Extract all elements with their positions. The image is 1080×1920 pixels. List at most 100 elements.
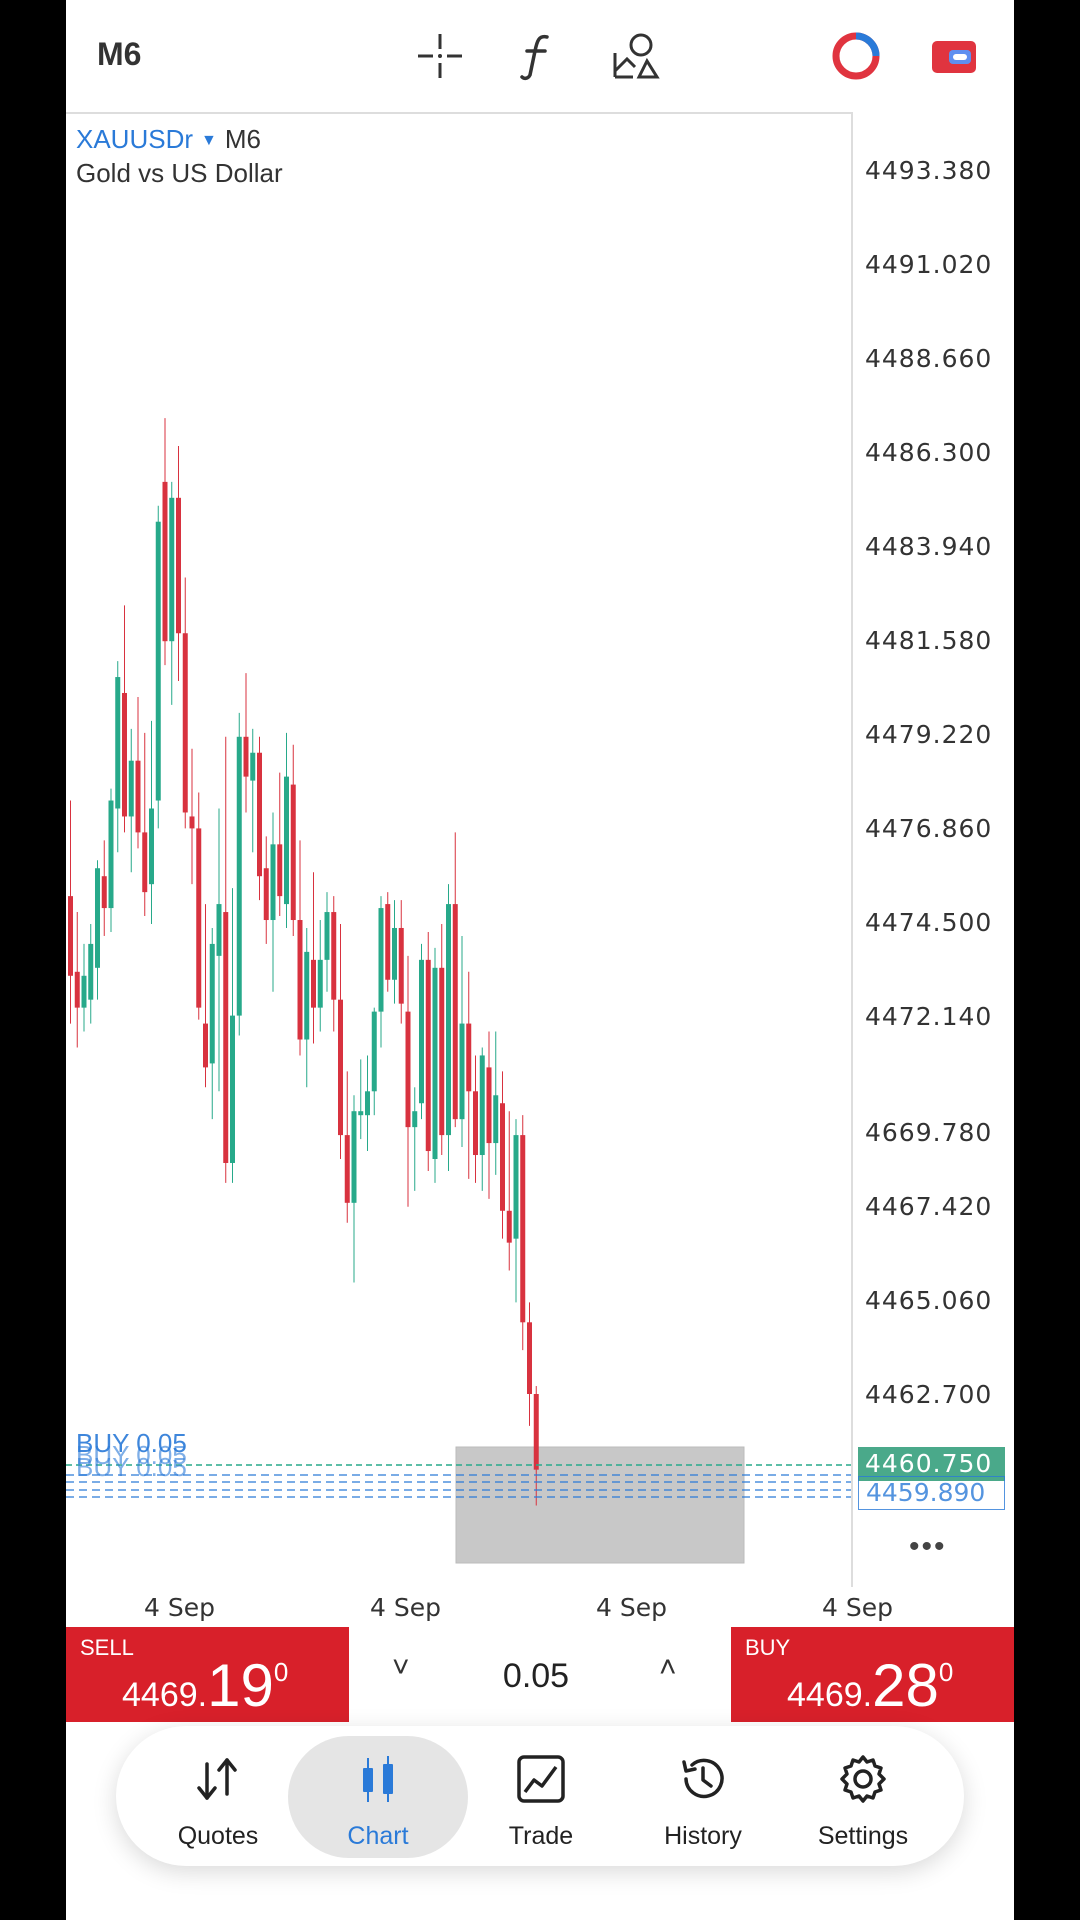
history-icon xyxy=(682,1758,724,1799)
tab-label: History xyxy=(664,1822,742,1850)
more-options-icon[interactable]: ••• xyxy=(909,1530,947,1563)
candle-body xyxy=(520,1135,526,1323)
tab-chart[interactable]: Chart xyxy=(298,1726,458,1866)
candle-body xyxy=(297,920,303,1040)
candle-body xyxy=(142,832,148,893)
candle-body xyxy=(385,904,391,980)
price-axis-label: 4465.060 xyxy=(865,1286,993,1315)
candle-body xyxy=(270,844,276,921)
candle-body xyxy=(189,816,195,829)
crosshair-icon[interactable] xyxy=(414,30,466,82)
candle-body xyxy=(263,868,269,921)
candle-body xyxy=(513,1135,519,1239)
timeframe-selector[interactable]: M6 xyxy=(97,36,142,72)
candle-body xyxy=(101,876,107,909)
buy-button[interactable]: BUY 4469.280 xyxy=(731,1627,1014,1722)
candle-body xyxy=(317,959,323,1008)
price-axis-label: 4669.780 xyxy=(865,1118,993,1147)
app-screen: M6 xyxy=(66,0,1014,1920)
price-chart[interactable]: BUY 0.05 BUY 0.05 BUY 0.05 XAUUSDr ▼ M6 Gold… xyxy=(66,112,853,1587)
candle-body xyxy=(479,1055,485,1156)
candle-body xyxy=(533,1394,539,1470)
candle-body xyxy=(338,999,343,1136)
order-label[interactable]: BUY 0.05 xyxy=(76,1428,187,1458)
price-axis-label: 4493.380 xyxy=(865,156,993,185)
candle-body xyxy=(149,808,154,885)
tab-label: Trade xyxy=(508,1822,574,1850)
candle-body xyxy=(452,904,458,1120)
tab-trade[interactable]: Trade xyxy=(461,1726,621,1866)
candle-body xyxy=(88,943,94,1000)
buy-price: 4469.280 xyxy=(787,1652,954,1719)
price-axis[interactable]: 4493.380 4491.020 4488.660 4486.300 4483.940… xyxy=(853,112,1014,1587)
candle-body xyxy=(196,828,202,1008)
volume-decrease-button[interactable]: ˅ xyxy=(392,1651,410,1684)
selection-box[interactable] xyxy=(455,1446,745,1564)
candle-body xyxy=(128,760,134,817)
candle-body xyxy=(162,481,168,642)
candle-body xyxy=(500,1103,505,1211)
candle-body xyxy=(216,904,222,956)
price-axis-label: 4491.020 xyxy=(865,250,993,279)
top-toolbar: M6 xyxy=(66,0,1014,112)
time-axis: 4 Sep 4 Sep 4 Sep 4 Sep xyxy=(66,1587,1014,1627)
candle-body xyxy=(257,752,262,877)
price-axis-label: 4479.220 xyxy=(865,720,993,749)
price-axis-label: 4486.300 xyxy=(865,438,993,467)
candle-body xyxy=(365,1091,370,1116)
candle-body xyxy=(331,912,337,1000)
candle-body xyxy=(432,967,438,1159)
symbol-header[interactable]: XAUUSDr ▼ M6 xyxy=(76,124,261,155)
price-axis-label: 4481.580 xyxy=(865,626,993,655)
candle-body xyxy=(439,967,445,1136)
price-axis-label: 4474.500 xyxy=(865,908,993,937)
candle-body xyxy=(236,736,242,1016)
symbol-timeframe: M6 xyxy=(224,124,261,154)
candle-body xyxy=(68,896,73,976)
function-icon[interactable] xyxy=(512,30,564,82)
account-indicator-icon[interactable] xyxy=(830,30,882,82)
candle-body xyxy=(378,908,384,1012)
tab-history[interactable]: History xyxy=(623,1726,783,1866)
price-axis-label: 4476.860 xyxy=(865,814,993,843)
candle-body xyxy=(95,868,100,968)
sell-button[interactable]: SELL 4469.190 xyxy=(66,1627,349,1722)
price-axis-label: 4467.420 xyxy=(865,1192,993,1221)
tab-label: Chart xyxy=(347,1822,409,1850)
candle-body xyxy=(527,1322,532,1394)
price-axis-label: 4472.140 xyxy=(865,1002,993,1031)
symbol-dropdown-icon[interactable]: ▼ xyxy=(201,132,217,150)
symbol-name[interactable]: XAUUSDr xyxy=(76,124,194,154)
bottom-navigation: Quotes Chart Trade xyxy=(116,1726,964,1866)
objects-icon[interactable] xyxy=(610,30,662,82)
time-label: 4 Sep xyxy=(596,1593,667,1622)
buy-label: BUY xyxy=(745,1635,791,1660)
sell-price: 4469.190 xyxy=(122,1652,289,1719)
candle-body xyxy=(425,959,431,1152)
volume-input[interactable]: 0.05 xyxy=(502,1657,570,1695)
price-axis-label: 4462.700 xyxy=(865,1380,993,1409)
candle-body xyxy=(182,633,188,813)
candle-body xyxy=(412,1111,418,1128)
candle-body xyxy=(115,677,121,809)
trade-icon xyxy=(517,1755,565,1803)
active-tab-highlight xyxy=(288,1736,468,1858)
candle-body xyxy=(135,760,141,833)
order-label[interactable]: BUY 0.05 xyxy=(76,1452,187,1482)
candle-body xyxy=(311,959,316,1008)
wallet-icon[interactable] xyxy=(928,30,980,82)
candle-body xyxy=(459,1023,465,1120)
candle-body xyxy=(209,943,215,1064)
candle-body xyxy=(81,975,87,1008)
candle-body xyxy=(446,904,451,1136)
tab-quotes[interactable]: Quotes xyxy=(138,1726,298,1866)
candle-body xyxy=(473,1091,478,1156)
order-label[interactable]: BUY 0.05 xyxy=(76,1440,187,1470)
candle-body xyxy=(486,1067,492,1144)
sell-label: SELL xyxy=(80,1635,134,1660)
volume-increase-button[interactable]: ˄ xyxy=(659,1651,677,1684)
candle-body xyxy=(493,1095,499,1144)
tab-settings[interactable]: Settings xyxy=(783,1726,943,1866)
candle-body xyxy=(344,1135,350,1203)
